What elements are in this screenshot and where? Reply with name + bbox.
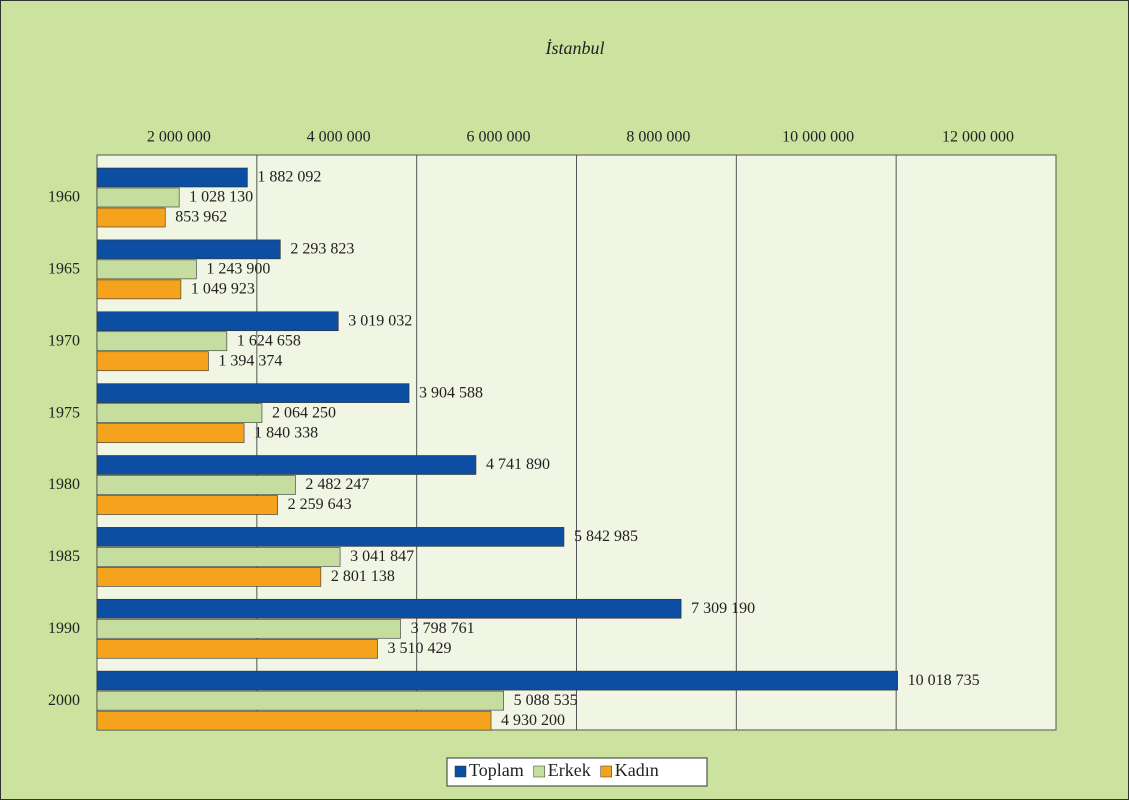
value-label: 7 309 190 (691, 600, 755, 617)
bar (96, 567, 322, 587)
bar (96, 690, 504, 711)
bar (96, 547, 341, 567)
bar (96, 331, 228, 352)
value-label: 4 930 200 (501, 712, 565, 729)
bar (96, 670, 898, 691)
bar (96, 423, 245, 443)
value-label: 2 801 138 (331, 568, 395, 585)
value-label: 2 482 247 (305, 476, 369, 493)
value-label: 4 741 890 (486, 456, 550, 473)
value-label: 3 019 032 (348, 312, 412, 329)
x-tick-label: 12 000 000 (942, 129, 1014, 146)
y-tick-label: 1960 (48, 189, 80, 206)
bar (96, 598, 682, 619)
bar (96, 351, 209, 372)
bar (96, 710, 492, 731)
y-tick-label: 1985 (48, 548, 80, 565)
legend-swatch (533, 765, 545, 778)
bar (96, 311, 339, 332)
value-label: 1 243 900 (206, 261, 270, 278)
bar (96, 207, 166, 228)
value-label: 3 798 761 (411, 620, 475, 637)
legend-label: Erkek (548, 760, 591, 780)
bar (96, 279, 182, 300)
y-tick-label: 1990 (48, 620, 80, 637)
value-label: 5 088 535 (514, 692, 578, 709)
bar (96, 475, 296, 495)
x-tick-label: 8 000 000 (626, 129, 690, 146)
value-label: 1 624 658 (237, 332, 301, 349)
bar (96, 638, 378, 659)
value-label: 10 018 735 (908, 672, 980, 689)
legend-label: Toplam (469, 760, 524, 780)
value-label: 1 882 092 (257, 169, 321, 186)
bar (96, 527, 565, 547)
value-label: 1 840 338 (254, 424, 318, 441)
value-label: 2 259 643 (288, 496, 352, 513)
x-tick-label: 10 000 000 (782, 129, 854, 146)
bar (96, 383, 410, 403)
value-label: 3 510 429 (388, 640, 452, 657)
y-tick-label: 1980 (48, 476, 80, 493)
y-tick-label: 1975 (48, 404, 80, 421)
value-label: 1 028 130 (189, 189, 253, 206)
bar (96, 403, 263, 423)
x-tick-label: 6 000 000 (467, 129, 531, 146)
legend-swatch (454, 765, 467, 778)
y-tick-label: 1965 (48, 261, 80, 278)
bar (96, 259, 197, 280)
bar (96, 495, 278, 515)
value-label: 1 049 923 (191, 281, 255, 298)
y-tick-label: 2000 (48, 692, 80, 709)
value-label: 5 842 985 (574, 528, 638, 545)
legend (446, 757, 708, 787)
bar (96, 239, 281, 260)
value-label: 2 293 823 (290, 241, 354, 258)
x-tick-label: 4 000 000 (307, 129, 371, 146)
value-label: 1 394 374 (218, 352, 282, 369)
bar (96, 167, 248, 188)
value-label: 3 041 847 (350, 548, 414, 565)
bar (96, 455, 477, 475)
value-label: 2 064 250 (272, 404, 336, 421)
value-label: 853 962 (175, 209, 227, 226)
legend-label: Kadın (615, 760, 659, 780)
legend-swatch (600, 765, 612, 778)
x-tick-label: 2 000 000 (147, 129, 211, 146)
bar (96, 187, 180, 208)
value-label: 3 904 588 (419, 384, 483, 401)
y-tick-label: 1970 (48, 332, 80, 349)
bar (96, 618, 401, 639)
chart-title: İstanbul (544, 38, 604, 58)
